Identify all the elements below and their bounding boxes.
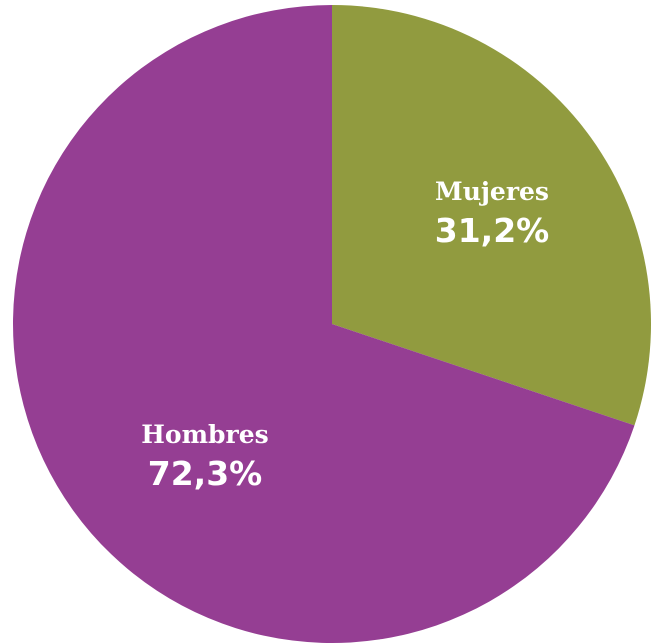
pie-slices <box>13 5 652 644</box>
pie-slice-hombres <box>13 5 635 644</box>
slice-value-mujeres: 31,2% <box>435 211 550 250</box>
slice-value-hombres: 72,3% <box>148 454 263 493</box>
slice-label-hombres: Hombres <box>141 420 268 449</box>
slice-label-mujeres: Mujeres <box>435 177 549 206</box>
pie-slice-mujeres <box>332 5 652 426</box>
pie-labels: Mujeres 31,2% Hombres 72,3% <box>141 177 549 493</box>
